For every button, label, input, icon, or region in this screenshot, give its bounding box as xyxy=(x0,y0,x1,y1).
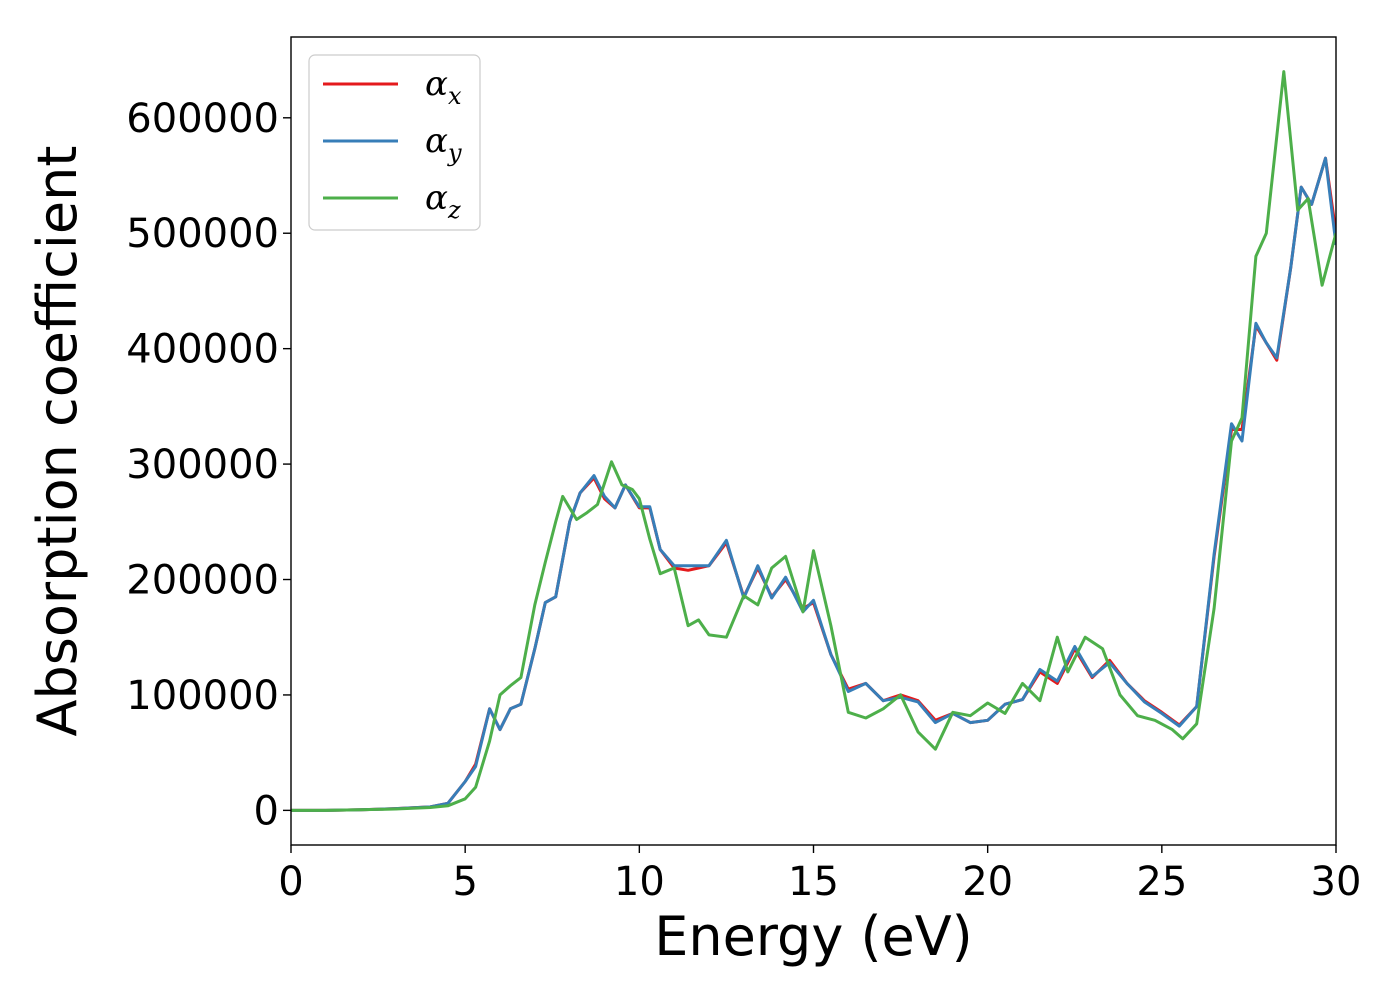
y-tick-label: 200000 xyxy=(126,558,279,604)
x-tick-label: 20 xyxy=(962,859,1013,905)
x-tick-label: 25 xyxy=(1136,859,1187,905)
legend-label-y: αy xyxy=(425,121,462,167)
x-axis-label: Energy (eV) xyxy=(654,905,973,968)
y-axis: 0 100000 200000 300000 400000 500000 600000 xyxy=(126,96,291,834)
y-tick-label: 0 xyxy=(254,788,279,834)
x-tick-label: 0 xyxy=(278,859,303,905)
legend-label-x: αx xyxy=(425,64,462,110)
y-tick-label: 600000 xyxy=(126,96,279,142)
x-tick-label: 30 xyxy=(1311,859,1362,905)
x-axis: 0 5 10 15 20 25 30 xyxy=(278,845,1361,905)
y-tick-label: 500000 xyxy=(126,211,279,257)
series-line-y xyxy=(291,156,1336,812)
y-tick-label: 400000 xyxy=(126,327,279,373)
legend-label-z: αz xyxy=(425,178,461,224)
legend: αx αy αz xyxy=(308,54,481,231)
y-tick-label: 100000 xyxy=(126,673,279,719)
series-line-z xyxy=(291,70,1336,812)
x-tick-label: 5 xyxy=(452,859,477,905)
y-axis-label: Absorption coefficient xyxy=(26,146,89,737)
series-layer xyxy=(291,70,1336,812)
y-tick-label: 300000 xyxy=(126,442,279,488)
x-tick-label: 10 xyxy=(614,859,665,905)
x-tick-label: 15 xyxy=(788,859,839,905)
series-line-x xyxy=(291,156,1336,812)
